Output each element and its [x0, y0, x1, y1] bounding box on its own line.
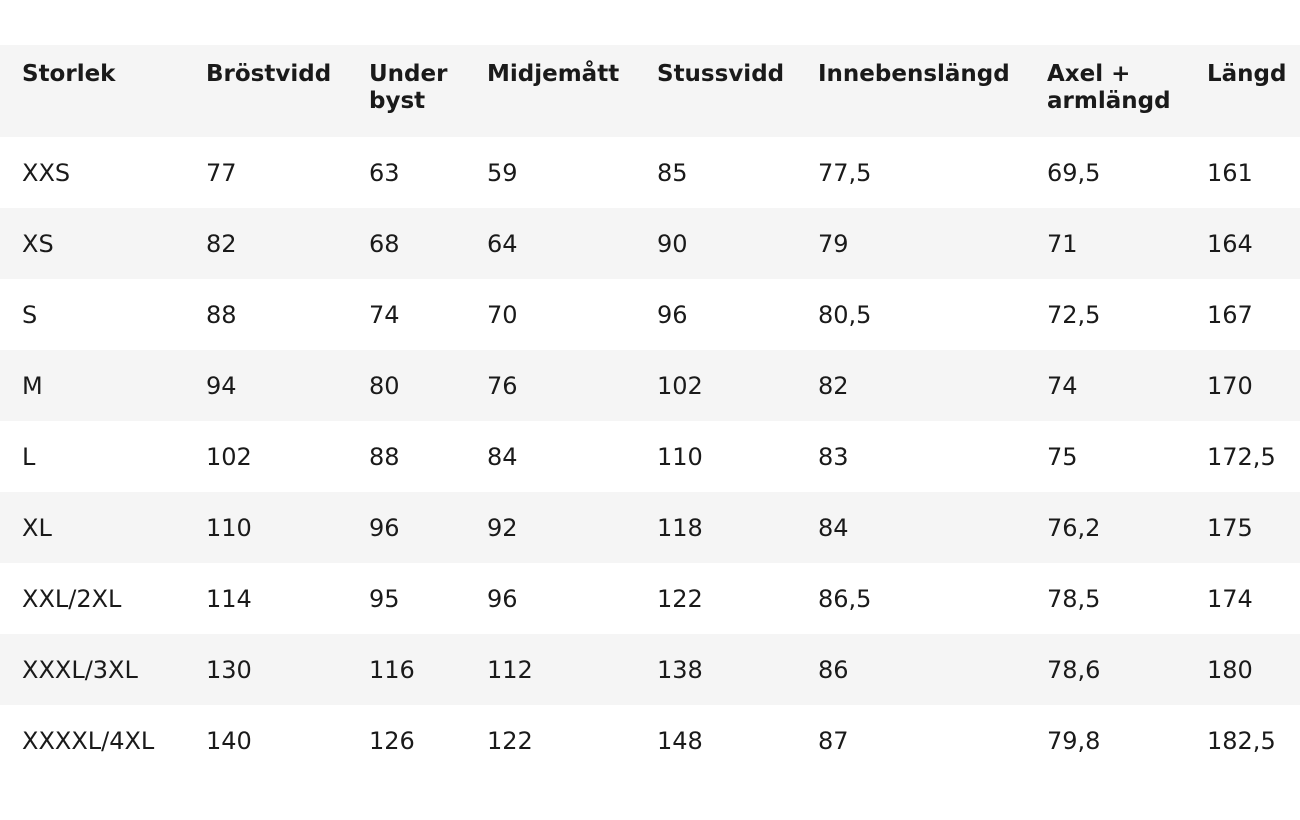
table-row: M 94 80 76 102 82 74 170: [0, 350, 1300, 421]
size-cell: S: [22, 300, 38, 329]
measure-cell: 96: [487, 584, 518, 613]
measure-cell: 110: [657, 442, 703, 471]
table-row: XL 110 96 92 118 84 76,2 175: [0, 492, 1300, 563]
measure-cell: 80: [369, 371, 400, 400]
measure-cell: 102: [206, 442, 252, 471]
measure-cell: 167: [1207, 300, 1253, 329]
table-row: XXXXL/4XL 140 126 122 148 87 79,8 182,5: [0, 705, 1300, 776]
table-row: XXS 77 63 59 85 77,5 69,5 161: [0, 137, 1300, 208]
measure-cell: 180: [1207, 655, 1253, 684]
measure-cell: 96: [657, 300, 688, 329]
measure-cell: 164: [1207, 229, 1253, 258]
measure-cell: 114: [206, 584, 252, 613]
table-row: XXXL/3XL 130 116 112 138 86 78,6 180: [0, 634, 1300, 705]
measure-cell: 86: [818, 655, 849, 684]
measure-cell: 170: [1207, 371, 1253, 400]
measure-cell: 140: [206, 726, 252, 755]
measure-cell: 72,5: [1047, 300, 1101, 329]
measure-cell: 87: [818, 726, 849, 755]
table-row: L 102 88 84 110 83 75 172,5: [0, 421, 1300, 492]
measure-cell: 71: [1047, 229, 1078, 258]
measure-cell: 78,5: [1047, 584, 1101, 613]
measure-cell: 88: [206, 300, 237, 329]
measure-cell: 92: [487, 513, 518, 542]
measure-cell: 95: [369, 584, 400, 613]
measure-cell: 82: [818, 371, 849, 400]
table-row: XS 82 68 64 90 79 71 164: [0, 208, 1300, 279]
measure-cell: 78,6: [1047, 655, 1101, 684]
measure-cell: 86,5: [818, 584, 872, 613]
measure-cell: 83: [818, 442, 849, 471]
measure-cell: 84: [818, 513, 849, 542]
measure-cell: 112: [487, 655, 533, 684]
size-cell: L: [22, 442, 36, 471]
size-cell: XXS: [22, 158, 71, 187]
header-cell: Bröstvidd: [206, 61, 332, 87]
measure-cell: 161: [1207, 158, 1253, 187]
measure-cell: 70: [487, 300, 518, 329]
measure-cell: 148: [657, 726, 703, 755]
measure-cell: 182,5: [1207, 726, 1276, 755]
measure-cell: 122: [487, 726, 533, 755]
header-cell: Storlek: [22, 61, 116, 87]
measure-cell: 122: [657, 584, 703, 613]
measure-cell: 90: [657, 229, 688, 258]
measure-cell: 110: [206, 513, 252, 542]
table-row: XXL/2XL 114 95 96 122 86,5 78,5 174: [0, 563, 1300, 634]
measure-cell: 76: [487, 371, 518, 400]
header-cell: Axel + armlängd: [1047, 61, 1171, 114]
measure-cell: 84: [487, 442, 518, 471]
header-cell: Längd: [1207, 61, 1287, 87]
measure-cell: 116: [369, 655, 415, 684]
size-cell: XS: [22, 229, 54, 258]
header-cell: Midjemått: [487, 61, 620, 87]
measure-cell: 79: [818, 229, 849, 258]
measure-cell: 138: [657, 655, 703, 684]
header-cell: Innebenslängd: [818, 61, 1010, 87]
measure-cell: 88: [369, 442, 400, 471]
size-cell: XXXL/3XL: [22, 655, 138, 684]
measure-cell: 74: [1047, 371, 1078, 400]
header-cell: Under byst: [369, 61, 448, 114]
size-cell: XXXXL/4XL: [22, 726, 155, 755]
measure-cell: 80,5: [818, 300, 872, 329]
measure-cell: 96: [369, 513, 400, 542]
table-row: S 88 74 70 96 80,5 72,5 167: [0, 279, 1300, 350]
measure-cell: 59: [487, 158, 518, 187]
size-cell: M: [22, 371, 43, 400]
measure-cell: 118: [657, 513, 703, 542]
measure-cell: 102: [657, 371, 703, 400]
measure-cell: 94: [206, 371, 237, 400]
measure-cell: 77: [206, 158, 237, 187]
measure-cell: 130: [206, 655, 252, 684]
measure-cell: 75: [1047, 442, 1078, 471]
measure-cell: 172,5: [1207, 442, 1276, 471]
measure-cell: 126: [369, 726, 415, 755]
size-cell: XXL/2XL: [22, 584, 122, 613]
measure-cell: 85: [657, 158, 688, 187]
measure-cell: 82: [206, 229, 237, 258]
measure-cell: 64: [487, 229, 518, 258]
measure-cell: 175: [1207, 513, 1253, 542]
measure-cell: 79,8: [1047, 726, 1101, 755]
header-cell: Stussvidd: [657, 61, 785, 87]
measure-cell: 68: [369, 229, 400, 258]
measure-cell: 63: [369, 158, 400, 187]
measure-cell: 174: [1207, 584, 1253, 613]
measure-cell: 77,5: [818, 158, 872, 187]
measure-cell: 76,2: [1047, 513, 1101, 542]
header-row: Storlek Bröstvidd Under byst Midjemått Stuss…: [0, 45, 1300, 137]
measure-cell: 69,5: [1047, 158, 1101, 187]
measure-cell: 74: [369, 300, 400, 329]
size-cell: XL: [22, 513, 52, 542]
